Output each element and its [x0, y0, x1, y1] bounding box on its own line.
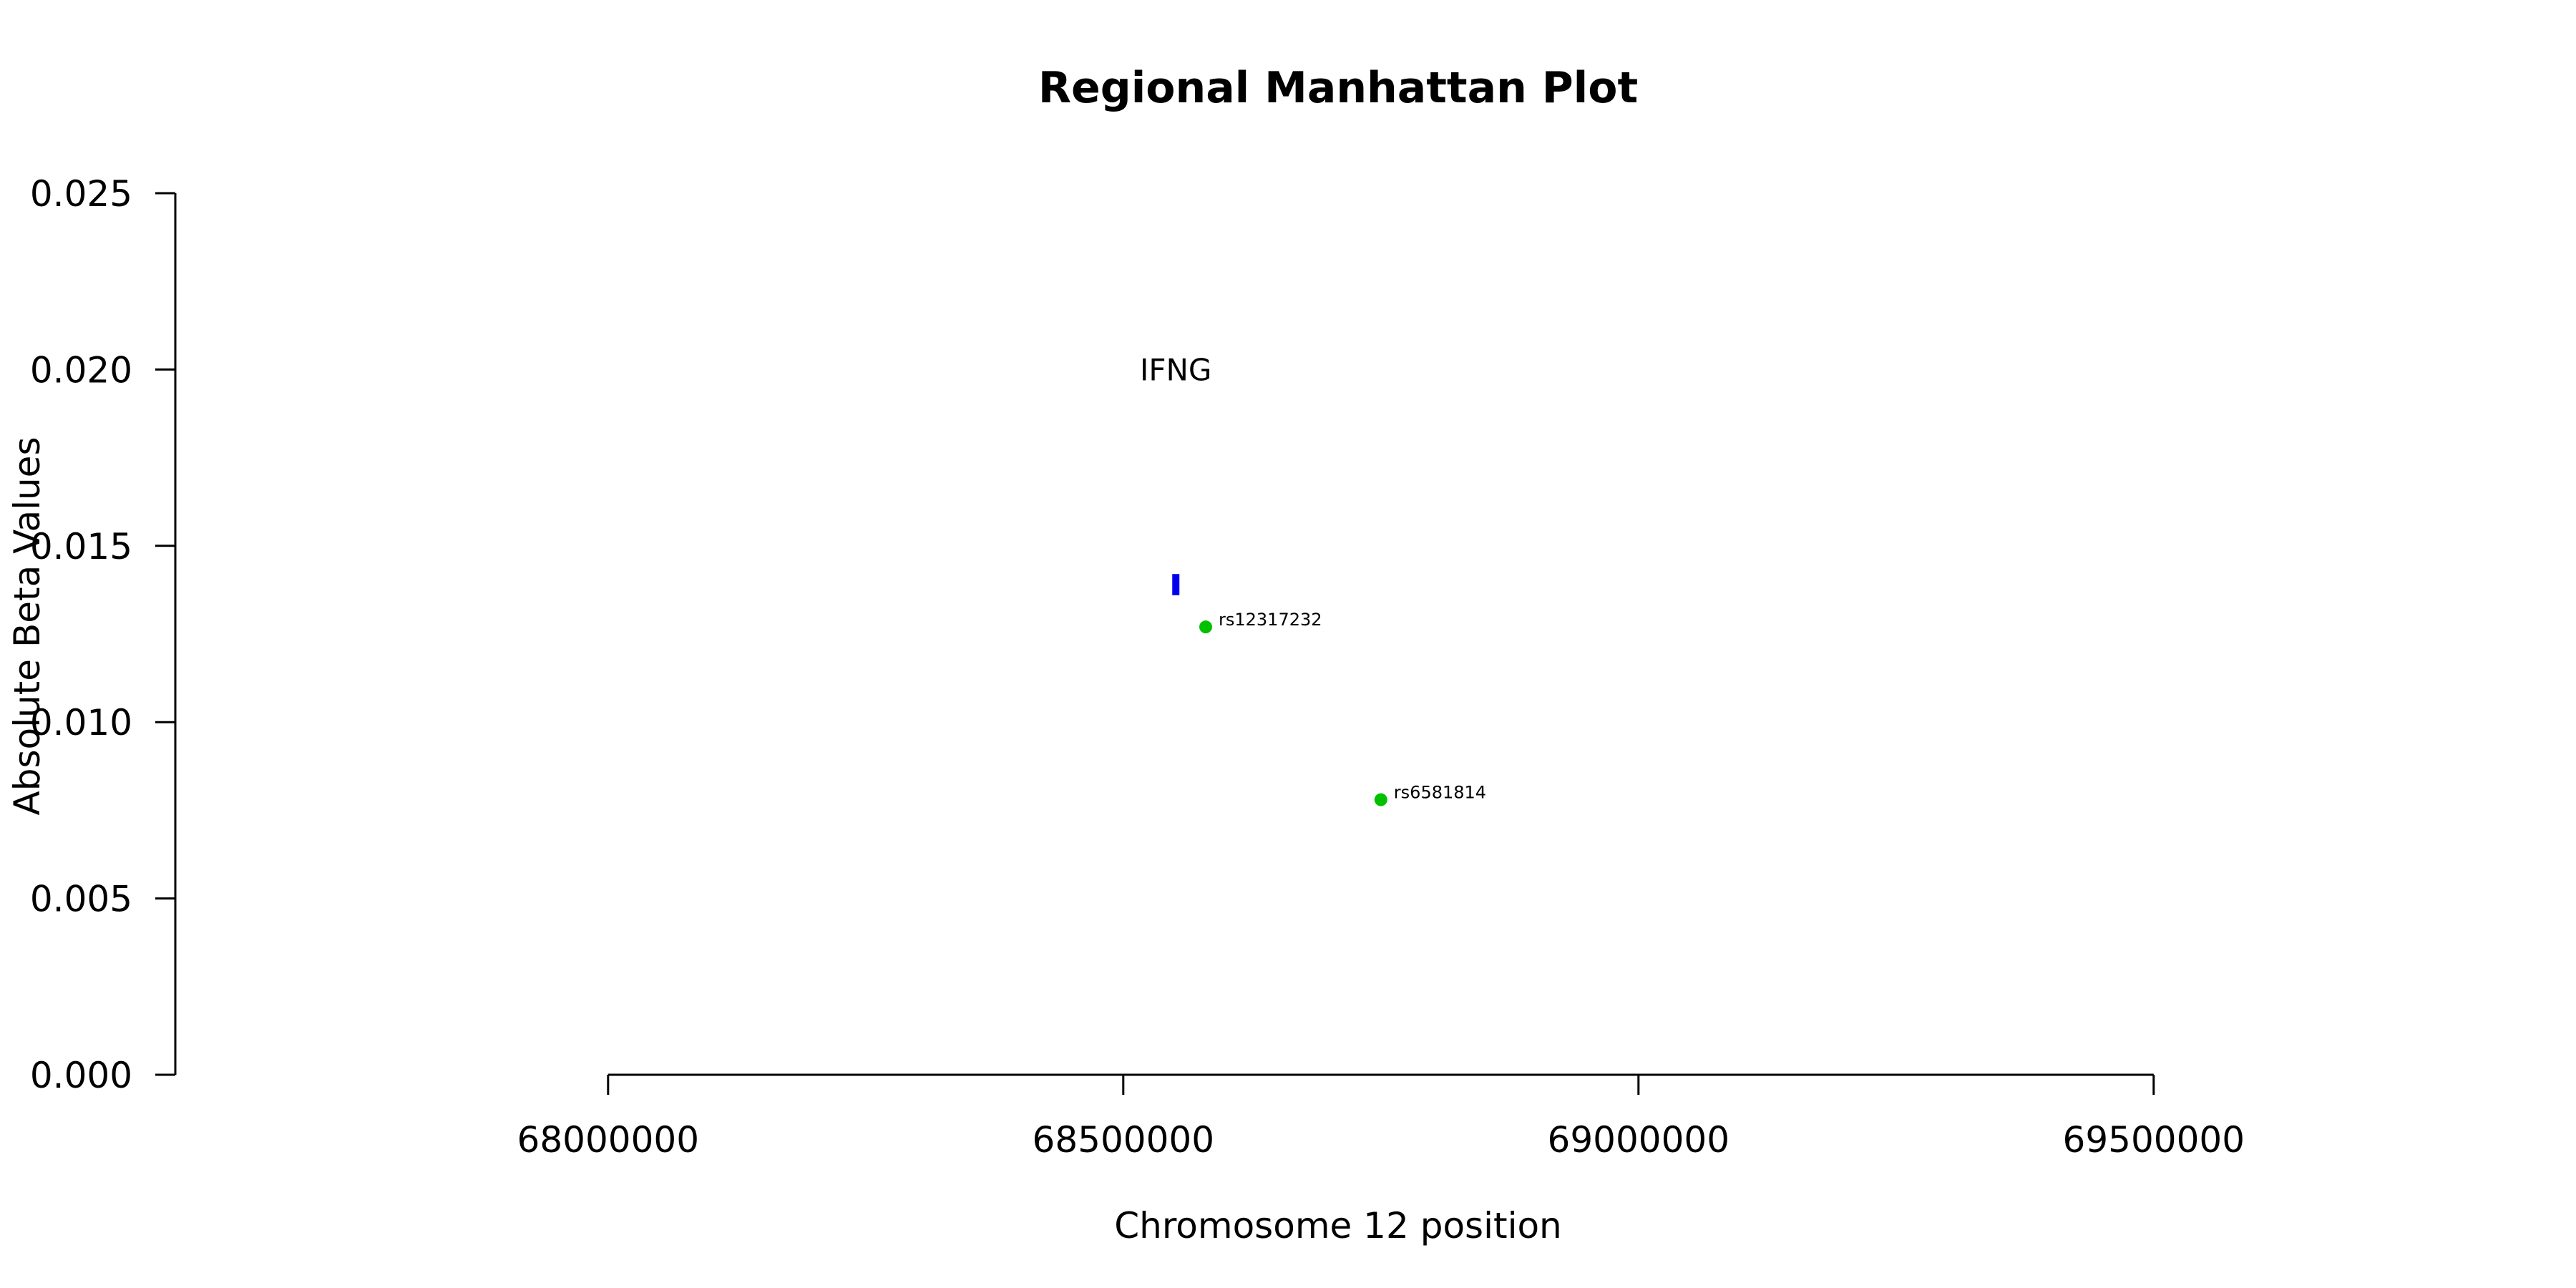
x-axis-label: Chromosome 12 position: [1114, 1205, 1562, 1246]
gene-track: IFNG: [1140, 352, 1212, 595]
snp-points: rs12317232 rs6581814: [1199, 610, 1486, 806]
snp-point: [1374, 793, 1387, 806]
x-tick-label: 68000000: [517, 1119, 700, 1161]
y-tick-label: 0.015: [30, 526, 132, 567]
y-tick-label: 0.000: [30, 1055, 132, 1096]
y-axis-label: Absolute Beta Values: [6, 437, 48, 816]
x-tick-label: 69500000: [2063, 1119, 2245, 1161]
y-axis: 0.000 0.005 0.010 0.015 0.020 0.025: [30, 173, 177, 1096]
y-tick-label: 0.020: [30, 349, 132, 391]
x-axis: 68000000 68500000 69000000 69500000: [517, 1073, 2245, 1161]
y-tick-label: 0.010: [30, 702, 132, 743]
y-tick-label: 0.005: [30, 879, 132, 920]
y-tick-label: 0.025: [30, 173, 132, 215]
x-tick-label: 68500000: [1033, 1119, 1215, 1161]
chart-title: Regional Manhattan Plot: [1038, 63, 1638, 113]
x-tick-label: 69000000: [1548, 1119, 1730, 1161]
gene-marker: [1172, 574, 1180, 595]
snp-label: rs6581814: [1394, 783, 1486, 803]
snp-label: rs12317232: [1219, 610, 1322, 630]
gene-label: IFNG: [1140, 352, 1212, 387]
snp-point: [1199, 620, 1212, 634]
